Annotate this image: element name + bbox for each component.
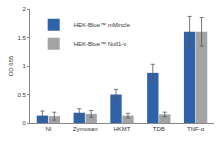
svg-text:1: 1 <box>22 63 26 69</box>
svg-text:HEK-Blue™ Null1-v: HEK-Blue™ Null1-v <box>74 41 127 47</box>
svg-text:HKMT: HKMT <box>114 126 131 132</box>
svg-text:Zymosan: Zymosan <box>73 126 98 132</box>
svg-text:OD 655: OD 655 <box>8 55 14 76</box>
svg-text:TNF-α: TNF-α <box>187 126 205 132</box>
svg-text:2: 2 <box>22 6 26 12</box>
svg-text:0.5: 0.5 <box>17 92 26 98</box>
svg-text:NI: NI <box>45 126 51 132</box>
svg-text:TDB: TDB <box>153 126 165 132</box>
svg-text:0: 0 <box>22 120 26 126</box>
svg-text:HEK-Blue™ mMincle: HEK-Blue™ mMincle <box>74 22 131 28</box>
svg-text:1.5: 1.5 <box>17 35 26 41</box>
